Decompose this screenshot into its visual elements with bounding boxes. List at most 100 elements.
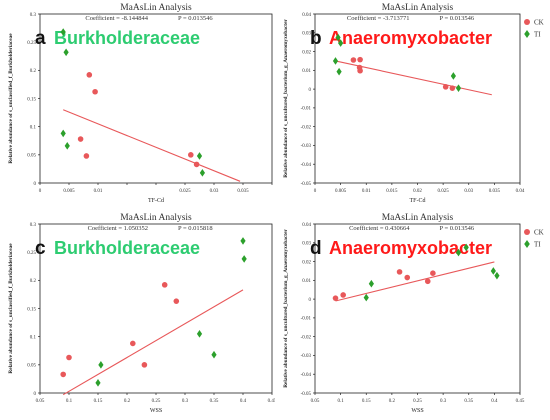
y-tick-label: -0.04 — [301, 373, 312, 378]
y-tick-label: 0.03 — [302, 242, 311, 247]
legend-label: TI — [534, 241, 541, 249]
x-tick-label: 0.035 — [237, 189, 249, 194]
x-tick-label: 0.04 — [516, 189, 525, 194]
data-point-ti — [98, 361, 104, 369]
y-axis-label: Relative abundance of s_unclassified_f_B… — [8, 243, 14, 374]
data-point-ti — [450, 72, 456, 80]
data-point-ti — [95, 379, 101, 387]
taxon-label: Anaeromyxobacter — [329, 238, 492, 258]
data-point-ti — [455, 248, 462, 257]
x-axis-label: TF-Cd — [148, 198, 164, 204]
data-point-ck — [396, 269, 403, 275]
y-tick-label: -0.05 — [301, 392, 312, 397]
legend-marker-ck — [524, 19, 530, 25]
x-tick-label: 0.005 — [63, 189, 75, 194]
x-tick-label: 0 — [39, 189, 42, 194]
legend-marker-ti — [524, 30, 530, 38]
y-tick-label: 0.3 — [30, 13, 37, 18]
y-tick-label: 0.02 — [302, 50, 311, 55]
data-point-ck — [449, 85, 456, 91]
data-point-ck — [77, 136, 84, 142]
panel-letter: a — [35, 28, 46, 49]
y-tick-label: 0 — [34, 182, 37, 187]
x-tick-label: 0.025 — [179, 189, 191, 194]
data-point-ck — [92, 88, 98, 95]
y-tick-label: -0.01 — [301, 317, 312, 322]
chart-title: MaAsLin Analysis — [382, 3, 454, 13]
data-point-ck — [340, 292, 346, 298]
data-point-ti — [332, 57, 339, 65]
data-point-ti — [64, 142, 70, 150]
x-tick-label: 0.45 — [268, 399, 275, 404]
x-tick-label: 0.05 — [36, 399, 45, 404]
x-axis-label: WSS — [411, 408, 423, 414]
data-point-ck — [141, 362, 148, 368]
y-axis-label: Relative abundance of s_uncultured_bacte… — [283, 229, 289, 388]
trend-line — [62, 289, 244, 396]
x-tick-label: 0.4 — [491, 399, 498, 404]
chart-title: MaAsLin Analysis — [120, 213, 192, 223]
coefficient-label: Coefficient = -8.144844 — [85, 15, 148, 22]
y-tick-label: 0.05 — [27, 364, 36, 369]
x-tick-label: 0.02 — [413, 189, 422, 194]
y-tick-label: 0.2 — [30, 69, 37, 74]
x-tick-label: 0.35 — [210, 399, 219, 404]
y-tick-label: 0.25 — [27, 41, 36, 46]
data-point-ck — [193, 161, 200, 168]
data-point-ck — [66, 354, 72, 361]
y-tick-label: 0 — [34, 392, 37, 397]
data-point-ti — [363, 293, 369, 302]
y-tick-label: -0.03 — [301, 144, 312, 149]
x-tick-label: 0 — [314, 189, 317, 194]
x-tick-label: 0.3 — [182, 399, 189, 404]
data-point-ti — [335, 33, 341, 42]
x-tick-label: 0.035 — [489, 189, 501, 194]
data-point-ti — [490, 267, 496, 275]
data-point-ti — [199, 169, 205, 177]
legend-label: TI — [534, 31, 541, 39]
data-point-ti — [60, 28, 66, 36]
y-tick-label: 0 — [309, 298, 312, 303]
x-tick-label: 0.2 — [389, 399, 396, 404]
x-tick-label: 0.03 — [210, 189, 219, 194]
y-tick-label: 0.15 — [27, 307, 36, 312]
data-point-ti — [63, 48, 69, 57]
x-tick-label: 0.05 — [311, 399, 320, 404]
y-tick-label: 0.02 — [302, 260, 311, 265]
y-tick-label: 0.2 — [30, 279, 37, 284]
panel-letter: b — [310, 28, 322, 49]
panel-letter: d — [310, 238, 322, 259]
y-tick-label: 0.3 — [30, 223, 37, 228]
coefficient-label: Coefficient = 0.430664 — [349, 225, 410, 232]
chart-title: MaAsLin Analysis — [382, 213, 454, 223]
y-tick-label: -0.03 — [301, 354, 312, 359]
y-tick-label: 0.15 — [27, 97, 36, 102]
y-tick-label: -0.02 — [301, 335, 312, 340]
taxon-label: Burkholderaceae — [54, 238, 200, 258]
data-point-ck — [161, 282, 168, 288]
panel-d: MaAsLin Analysis Coefficient = 0.430664 P … — [283, 213, 544, 414]
x-axis-label: TF-Cd — [409, 198, 425, 204]
x-tick-label: 0.15 — [94, 399, 103, 404]
legend-marker-ti — [524, 240, 530, 248]
panel-a: MaAsLin Analysis Coefficient = -8.144844 P… — [8, 3, 273, 204]
y-tick-label: 0.25 — [27, 251, 36, 256]
x-tick-label: 0.025 — [438, 189, 450, 194]
taxon-label: Burkholderaceae — [54, 28, 200, 48]
data-point-ti — [368, 279, 374, 288]
panel-b: MaAsLin Analysis Coefficient = -3.713771 P… — [283, 3, 544, 204]
data-point-ti — [240, 237, 246, 245]
x-tick-label: 0.15 — [362, 399, 371, 404]
y-tick-label: 0.04 — [302, 223, 311, 228]
y-tick-label: 0.03 — [302, 32, 311, 37]
data-point-ck — [83, 153, 90, 159]
y-tick-label: 0.1 — [30, 335, 37, 340]
y-tick-label: 0.1 — [30, 125, 37, 130]
x-tick-label: 0.25 — [413, 399, 422, 404]
data-point-ti — [455, 84, 462, 92]
trend-line — [335, 261, 495, 302]
legend-label: CK — [534, 229, 544, 237]
panel-letter: c — [35, 238, 46, 259]
x-tick-label: 0.1 — [338, 399, 345, 404]
